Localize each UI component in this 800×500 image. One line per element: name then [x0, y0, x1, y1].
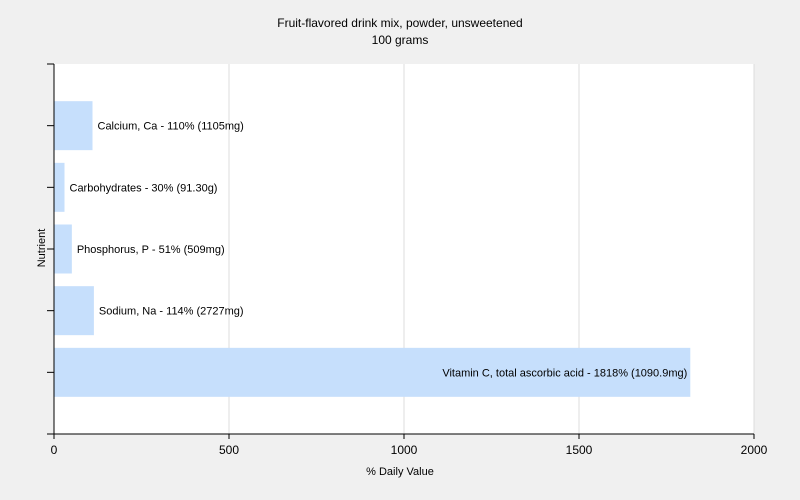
chart-subtitle: 100 grams	[371, 33, 429, 47]
data-label: Calcium, Ca - 110% (1105mg)	[98, 121, 244, 133]
x-axis-label: % Daily Value	[366, 466, 434, 478]
chart-title: Fruit-flavored drink mix, powder, unswee…	[277, 16, 523, 30]
x-tick-label: 2000	[741, 443, 768, 457]
bar	[54, 347, 691, 397]
data-label: Phosphorus, P - 51% (509mg)	[77, 244, 225, 256]
data-label: Vitamin C, total ascorbic acid - 1818% (…	[442, 367, 687, 379]
x-tick-label: 0	[51, 443, 58, 457]
bar	[54, 101, 93, 151]
data-label: Carbohydrates - 30% (91.30g)	[70, 182, 218, 194]
x-tick-label: 1500	[566, 443, 593, 457]
bar	[54, 224, 72, 274]
data-label: Sodium, Na - 114% (2727mg)	[99, 306, 244, 318]
x-tick-label: 500	[219, 443, 239, 457]
bar	[54, 162, 65, 212]
x-tick-label: 1000	[391, 443, 418, 457]
y-axis-label: Nutrient	[36, 228, 48, 268]
bar	[54, 286, 94, 336]
